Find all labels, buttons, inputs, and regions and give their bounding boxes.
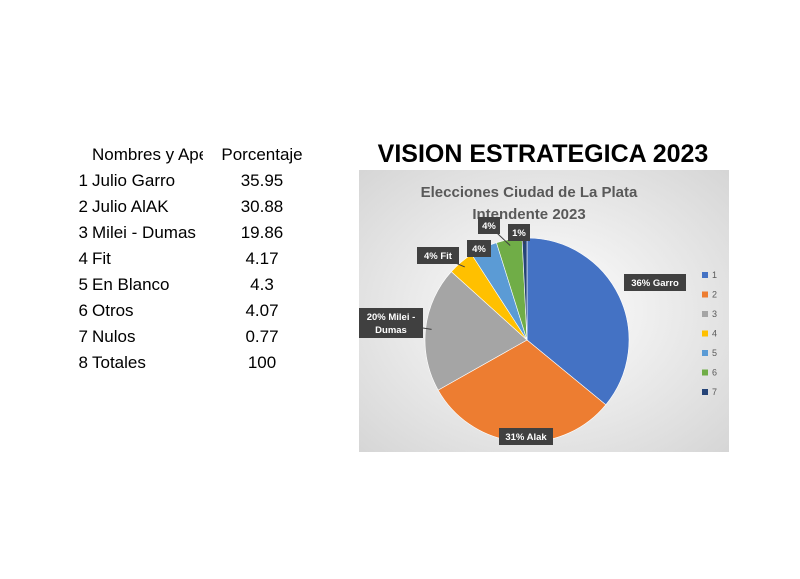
legend-swatch bbox=[702, 291, 708, 298]
data-label: 31% Alak bbox=[505, 432, 547, 443]
table-row: 3 Milei - Dumas 19.86 bbox=[72, 220, 317, 246]
row-index: 5 bbox=[78, 275, 88, 294]
table-header-row: Nombres y Apellidos Porcentaje bbox=[72, 142, 317, 168]
data-label-box bbox=[624, 274, 686, 291]
row-index: 6 bbox=[78, 301, 88, 320]
legend-swatch bbox=[702, 330, 708, 337]
header-percent: Porcentaje bbox=[221, 145, 303, 164]
row-percent: 19.86 bbox=[240, 223, 284, 242]
data-label: 4% bbox=[482, 221, 496, 232]
legend-label: 1 bbox=[712, 270, 717, 280]
data-label: 1% bbox=[512, 228, 526, 239]
chart-title: Elecciones Ciudad de La Plata bbox=[421, 184, 638, 201]
data-label-box bbox=[478, 217, 500, 234]
row-percent: 30.88 bbox=[240, 197, 284, 216]
table-row: 7 Nulos 0.77 bbox=[72, 324, 317, 350]
legend-label: 5 bbox=[712, 348, 717, 358]
legend: 1 2 3 4 5 6 7 bbox=[702, 270, 717, 397]
chart-subtitle: Intendente 2023 bbox=[472, 206, 585, 223]
legend-label: 6 bbox=[712, 368, 717, 378]
data-label-box bbox=[467, 240, 491, 257]
pie-slice-1 bbox=[526, 237, 630, 406]
data-labels: 36% Garro 31% Alak 20% Milei -Dumas 4% Fit 4… bbox=[359, 217, 686, 445]
row-name: Totales bbox=[92, 353, 146, 372]
row-percent: 4.3 bbox=[250, 275, 274, 294]
pie-chart: Elecciones Ciudad de La Plata Intendente… bbox=[359, 170, 729, 452]
table-row: 6 Otros 4.07 bbox=[72, 298, 317, 324]
row-percent: 4.07 bbox=[245, 301, 279, 320]
table-row: 8 Totales 100 bbox=[72, 350, 317, 376]
data-label-box bbox=[359, 308, 423, 338]
legend-swatch bbox=[702, 311, 708, 317]
table-row: 2 Julio AlAK 30.88 bbox=[72, 194, 317, 220]
legend-swatch bbox=[702, 272, 708, 278]
row-name: En Blanco bbox=[92, 275, 170, 294]
row-percent: 0.77 bbox=[245, 327, 279, 346]
row-index: 2 bbox=[78, 197, 88, 216]
row-name: Otros bbox=[92, 301, 134, 320]
row-index: 1 bbox=[78, 171, 88, 190]
table-body: 1 Julio Garro 35.95 2 Julio AlAK 30.88 3 Milei … bbox=[72, 168, 317, 376]
data-label-box bbox=[499, 428, 553, 445]
row-index: 8 bbox=[78, 353, 88, 372]
data-label-box bbox=[417, 247, 459, 264]
row-name: Julio Garro bbox=[92, 171, 176, 190]
table-row: 1 Julio Garro 35.95 bbox=[72, 168, 317, 194]
data-label: 4% Fit bbox=[424, 251, 453, 262]
row-name: Milei - Dumas bbox=[92, 223, 196, 242]
pie-slices bbox=[424, 237, 630, 443]
table-row: 4 Fit 4.17 bbox=[72, 246, 317, 272]
table-row: 5 En Blanco 4.3 bbox=[72, 272, 317, 298]
row-name: Nulos bbox=[92, 327, 136, 346]
row-name: Fit bbox=[92, 249, 111, 268]
row-index: 4 bbox=[78, 249, 88, 268]
row-percent: 4.17 bbox=[245, 249, 279, 268]
pie-chart-svg: Elecciones Ciudad de La Plata Intendente… bbox=[359, 170, 729, 452]
data-label: 20% Milei -Dumas bbox=[367, 312, 416, 336]
data-label: 36% Garro bbox=[631, 278, 679, 289]
legend-swatch bbox=[702, 350, 708, 356]
row-name: Julio AlAK bbox=[92, 197, 169, 216]
row-index: 3 bbox=[78, 223, 88, 242]
row-percent: 100 bbox=[247, 353, 277, 372]
page-title: VISION ESTRATEGICA 2023 bbox=[377, 140, 709, 168]
legend-swatch bbox=[702, 389, 708, 395]
legend-label: 3 bbox=[712, 309, 717, 319]
row-percent: 35.95 bbox=[240, 171, 284, 190]
header-names: Nombres y Apellidos bbox=[92, 145, 203, 164]
legend-label: 7 bbox=[712, 387, 717, 397]
legend-swatch bbox=[702, 369, 708, 376]
legend-label: 4 bbox=[712, 329, 717, 339]
legend-label: 2 bbox=[712, 290, 717, 300]
row-index: 7 bbox=[78, 327, 88, 346]
data-label-box bbox=[508, 224, 530, 241]
data-label: 4% bbox=[472, 244, 486, 255]
